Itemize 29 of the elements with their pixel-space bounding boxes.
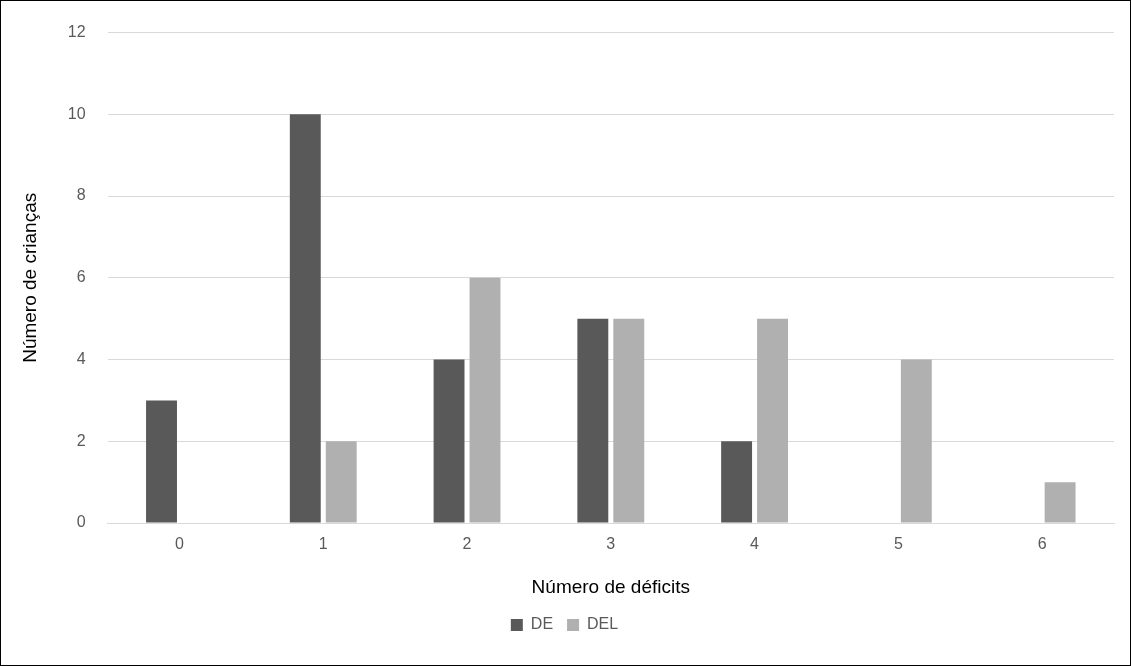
x-tick-label: 4 (750, 535, 760, 553)
bar (757, 318, 788, 523)
y-tick-label: 4 (76, 349, 86, 367)
x-tick-label: 6 (1037, 535, 1047, 553)
bar (469, 277, 501, 523)
bar (325, 441, 357, 523)
bar (1044, 482, 1076, 523)
x-tick-label: 1 (318, 535, 328, 553)
x-axis-title: Número de déficits (531, 575, 690, 597)
bar (289, 114, 321, 523)
x-tick-label: 5 (893, 535, 903, 553)
bar (900, 359, 932, 523)
y-tick-label: 0 (76, 513, 86, 531)
y-tick-label: 6 (76, 268, 86, 286)
y-tick-label: 2 (76, 431, 86, 449)
y-tick-label: 12 (67, 23, 86, 41)
legend-label: DE (530, 615, 554, 633)
y-tick-label: 8 (76, 186, 86, 204)
x-tick-label: 0 (175, 535, 185, 553)
bar (613, 318, 645, 523)
x-tick-label: 2 (462, 535, 472, 553)
bar (577, 318, 609, 523)
bar (721, 441, 753, 523)
legend-label: DEL (587, 615, 619, 633)
bar (433, 359, 465, 523)
y-tick-label: 10 (67, 104, 86, 122)
x-tick-label: 3 (606, 535, 616, 553)
y-axis-title: Número de crianças (18, 192, 40, 363)
bar (146, 400, 177, 523)
